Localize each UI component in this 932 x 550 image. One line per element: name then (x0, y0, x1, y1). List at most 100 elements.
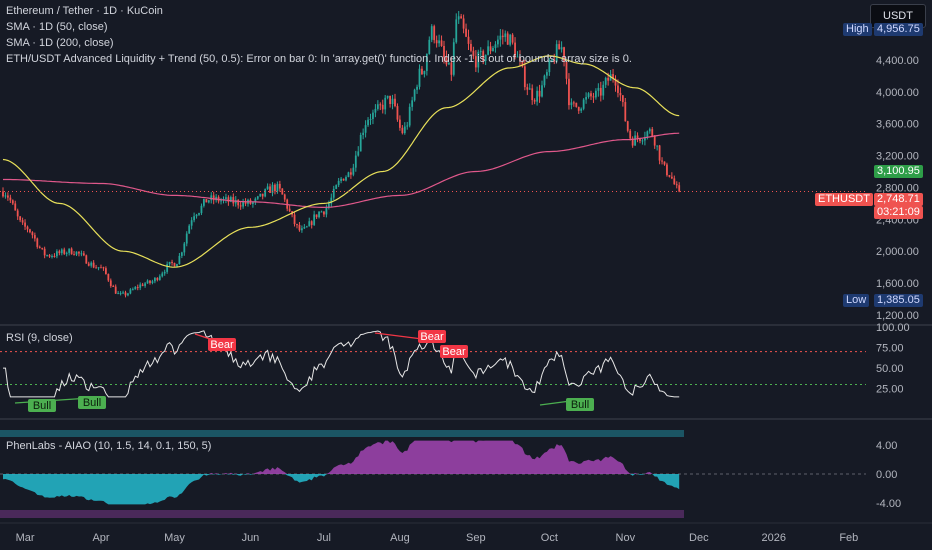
aiao-axis-tick: 0.00 (876, 469, 897, 481)
aiao-top-band (0, 430, 684, 437)
candle (78, 251, 80, 254)
time-axis-label: Mar (16, 532, 35, 544)
candle (590, 93, 592, 97)
candle (7, 195, 9, 198)
candle (604, 77, 607, 85)
candle (482, 51, 485, 61)
candle (514, 42, 516, 58)
candle (658, 145, 661, 161)
candle (342, 178, 345, 181)
aiao-pane-title[interactable]: PhenLabs - AIAO (10, 1.5, 14, 0.1, 150, … (6, 440, 212, 452)
price-axis-tick: 1,600.00 (876, 278, 919, 290)
candle (381, 104, 384, 110)
candle (244, 201, 247, 204)
candle (26, 226, 29, 230)
candle (631, 138, 634, 146)
time-axis-label: Apr (92, 532, 109, 544)
low-label: Low (843, 294, 870, 307)
time-axis-label: May (164, 532, 185, 544)
candle (504, 33, 507, 38)
candle (107, 274, 110, 281)
sma200-legend[interactable]: SMA · 1D (200, close) (6, 37, 114, 49)
candle (193, 216, 195, 221)
candle (53, 255, 56, 257)
time-axis-label: Oct (541, 532, 558, 544)
candle (136, 287, 139, 289)
candle (421, 68, 423, 75)
candle (465, 28, 467, 37)
bull-signal-tag (566, 398, 594, 411)
rsi-line (3, 330, 680, 398)
candle (102, 267, 105, 269)
candle (394, 98, 396, 107)
candle (188, 225, 191, 234)
candles-group (2, 10, 681, 298)
candle (31, 232, 34, 236)
candle (443, 45, 445, 58)
price-axis-tick: 2,800.00 (876, 182, 919, 194)
price-axis-tick: 2,000.00 (876, 246, 919, 258)
candle (617, 85, 619, 93)
indicator-error-message: ETH/USDT Advanced Liquidity + Trend (50,… (6, 53, 632, 65)
candle (274, 184, 276, 192)
candle (325, 207, 328, 215)
candle (68, 248, 71, 253)
candle (158, 276, 161, 280)
sma50-legend[interactable]: SMA · 1D (50, close) (6, 21, 108, 33)
candle (100, 267, 102, 269)
candle (293, 214, 296, 225)
countdown-badge: 03:21:09 (874, 206, 923, 219)
candle (477, 51, 480, 68)
bear-signal-label: Bear (210, 339, 234, 351)
time-axis-label: Jun (242, 532, 260, 544)
bull-signal-tag (28, 399, 56, 412)
candle (577, 106, 580, 111)
candle (673, 178, 676, 185)
candle (445, 57, 448, 65)
candle (553, 59, 556, 62)
candle (462, 18, 465, 29)
candle (330, 197, 333, 204)
candle (252, 202, 254, 205)
candle (176, 264, 178, 267)
candle (239, 205, 242, 207)
candle (416, 86, 418, 90)
candle (541, 85, 543, 97)
candle (399, 119, 401, 128)
candle (38, 246, 41, 248)
symbol-title[interactable]: Ethereum / Tether · 1D · KuCoin (6, 5, 163, 17)
candle (141, 284, 144, 286)
candle (21, 220, 24, 223)
candle (450, 62, 453, 75)
candle (112, 285, 115, 287)
candle (575, 102, 578, 107)
candle (536, 90, 538, 102)
time-axis-label: Feb (839, 532, 858, 544)
candle (9, 197, 12, 201)
rsi-axis-tick: 100.00 (876, 322, 910, 334)
candle (406, 125, 409, 127)
bear-signal-label: Bear (442, 346, 466, 358)
price-axis-tick: 3,200.00 (876, 151, 919, 163)
candle (563, 47, 565, 62)
candle (105, 268, 107, 275)
candle (60, 249, 63, 254)
rsi-pane-title[interactable]: RSI (9, close) (6, 332, 73, 344)
candle (278, 183, 281, 189)
candle (592, 96, 595, 98)
candle (198, 213, 200, 215)
candle (389, 95, 391, 105)
candle (595, 90, 597, 98)
rsi-axis-tick: 25.00 (876, 384, 904, 396)
candle (396, 106, 399, 120)
candle (75, 251, 78, 255)
candle (168, 261, 171, 265)
candle (639, 138, 641, 141)
candle (95, 267, 97, 269)
candle (430, 26, 433, 40)
candle (670, 176, 673, 179)
price-axis-tick: 4,000.00 (876, 87, 919, 99)
candle (599, 87, 602, 96)
candle (63, 249, 66, 254)
